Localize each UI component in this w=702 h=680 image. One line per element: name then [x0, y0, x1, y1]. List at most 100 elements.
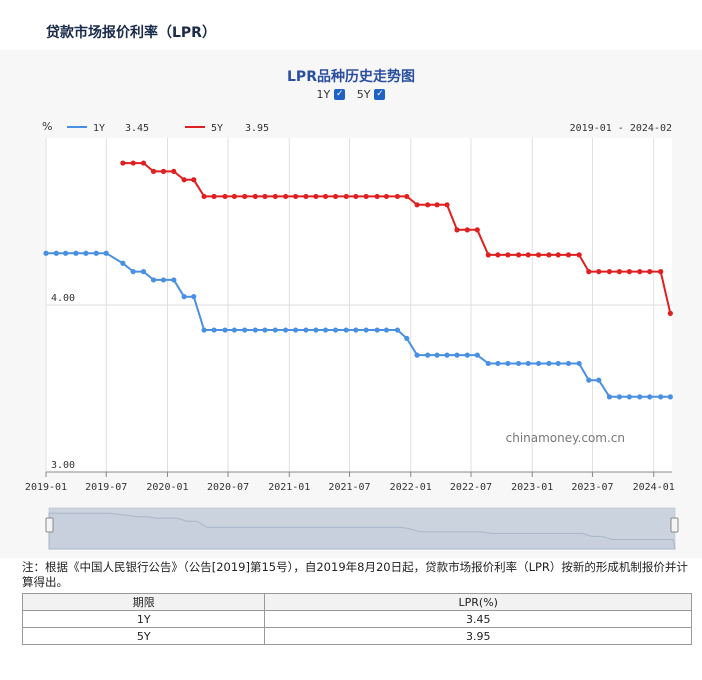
series-5y-point[interactable]: [525, 252, 531, 258]
series-5y-point[interactable]: [160, 168, 167, 174]
series-5y-point[interactable]: [565, 252, 572, 258]
series-5y-point[interactable]: [374, 193, 380, 200]
checkbox-checked-icon[interactable]: ✓: [334, 89, 346, 100]
series-1y-point[interactable]: [201, 327, 207, 333]
series-5y-point[interactable]: [515, 252, 522, 258]
series-1y-point[interactable]: [160, 277, 167, 283]
series-1y-point[interactable]: [404, 335, 410, 341]
series-1y-point[interactable]: [332, 327, 339, 333]
series-1y-point[interactable]: [322, 327, 329, 333]
series-5y-point[interactable]: [150, 168, 157, 174]
series-5y-point[interactable]: [444, 202, 450, 208]
series-5y-point[interactable]: [606, 269, 613, 275]
toggle-1y[interactable]: 1Y ✓: [317, 88, 346, 101]
series-5y-point[interactable]: [667, 310, 673, 316]
series-1y-point[interactable]: [383, 327, 390, 333]
series-5y-point[interactable]: [242, 193, 248, 200]
series-5y-point[interactable]: [283, 193, 289, 200]
series-5y-point[interactable]: [120, 160, 126, 166]
series-1y-point[interactable]: [525, 360, 531, 367]
checkbox-checked-icon[interactable]: ✓: [374, 89, 386, 100]
series-1y-point[interactable]: [140, 269, 147, 275]
series-5y-point[interactable]: [252, 193, 258, 200]
series-1y-point[interactable]: [242, 327, 248, 333]
series-1y-point[interactable]: [626, 394, 633, 400]
series-5y-point[interactable]: [363, 193, 369, 200]
series-5y-point[interactable]: [222, 193, 228, 200]
series-1y-point[interactable]: [363, 327, 369, 333]
series-5y-point[interactable]: [626, 269, 633, 275]
series-1y-point[interactable]: [464, 352, 470, 358]
series-5y-point[interactable]: [191, 177, 197, 183]
navigator-right-handle[interactable]: [670, 517, 679, 533]
series-5y-point[interactable]: [332, 193, 339, 200]
series-1y-point[interactable]: [576, 360, 582, 367]
series-5y-point[interactable]: [576, 252, 582, 258]
series-5y-point[interactable]: [495, 252, 501, 258]
series-1y-point[interactable]: [293, 327, 299, 333]
series-1y-point[interactable]: [535, 360, 542, 367]
series-1y-point[interactable]: [667, 394, 673, 400]
series-1y-point[interactable]: [303, 327, 309, 333]
series-5y-point[interactable]: [303, 193, 309, 200]
series-5y-point[interactable]: [343, 193, 349, 200]
series-5y-point[interactable]: [586, 269, 592, 275]
series-5y-point[interactable]: [505, 252, 511, 258]
series-5y-point[interactable]: [353, 193, 359, 200]
series-5y-point[interactable]: [181, 177, 187, 183]
series-1y-point[interactable]: [647, 394, 653, 400]
series-5y-point[interactable]: [322, 193, 329, 200]
series-1y-point[interactable]: [43, 250, 49, 256]
toggle-5y[interactable]: 5Y ✓: [357, 88, 386, 101]
series-1y-point[interactable]: [474, 352, 480, 358]
series-1y-point[interactable]: [606, 394, 613, 400]
series-5y-point[interactable]: [616, 269, 623, 275]
series-5y-point[interactable]: [231, 193, 237, 200]
series-1y-point[interactable]: [434, 352, 440, 358]
series-1y-point[interactable]: [53, 250, 59, 256]
series-1y-point[interactable]: [485, 360, 491, 367]
series-5y-point[interactable]: [596, 269, 602, 275]
series-5y-point[interactable]: [211, 193, 217, 200]
series-5y-point[interactable]: [434, 202, 440, 208]
series-5y-point[interactable]: [171, 168, 177, 174]
series-1y-point[interactable]: [191, 294, 197, 300]
series-1y-point[interactable]: [120, 260, 126, 266]
series-5y-point[interactable]: [658, 269, 664, 275]
series-1y-point[interactable]: [252, 327, 258, 333]
series-1y-point[interactable]: [596, 377, 602, 383]
series-1y-point[interactable]: [313, 327, 319, 333]
series-5y-point[interactable]: [383, 193, 390, 200]
series-5y-point[interactable]: [130, 160, 136, 166]
series-1y-point[interactable]: [515, 360, 522, 367]
series-1y-point[interactable]: [658, 394, 664, 400]
series-5y-point[interactable]: [272, 193, 278, 200]
series-5y-point[interactable]: [454, 227, 460, 233]
series-1y-point[interactable]: [414, 352, 420, 358]
series-5y-point[interactable]: [535, 252, 542, 258]
series-1y-point[interactable]: [73, 250, 79, 256]
series-5y-point[interactable]: [140, 160, 147, 166]
series-1y-point[interactable]: [353, 327, 359, 333]
series-1y-point[interactable]: [454, 352, 460, 358]
series-1y-point[interactable]: [272, 327, 278, 333]
series-1y-point[interactable]: [63, 250, 69, 256]
series-1y-point[interactable]: [425, 352, 431, 358]
series-1y-point[interactable]: [211, 327, 217, 333]
series-1y-point[interactable]: [394, 327, 401, 333]
series-5y-point[interactable]: [555, 252, 561, 258]
series-1y-point[interactable]: [83, 250, 89, 256]
series-5y-point[interactable]: [637, 269, 643, 275]
series-1y-point[interactable]: [616, 394, 623, 400]
series-1y-point[interactable]: [495, 360, 501, 367]
series-1y-point[interactable]: [565, 360, 572, 367]
series-5y-point[interactable]: [201, 193, 207, 200]
series-1y-point[interactable]: [283, 327, 289, 333]
series-1y-point[interactable]: [231, 327, 237, 333]
series-5y-point[interactable]: [464, 227, 470, 233]
series-5y-point[interactable]: [474, 227, 480, 233]
series-1y-point[interactable]: [343, 327, 349, 333]
series-1y-point[interactable]: [374, 327, 380, 333]
series-1y-point[interactable]: [444, 352, 450, 358]
range-navigator[interactable]: [45, 507, 679, 550]
